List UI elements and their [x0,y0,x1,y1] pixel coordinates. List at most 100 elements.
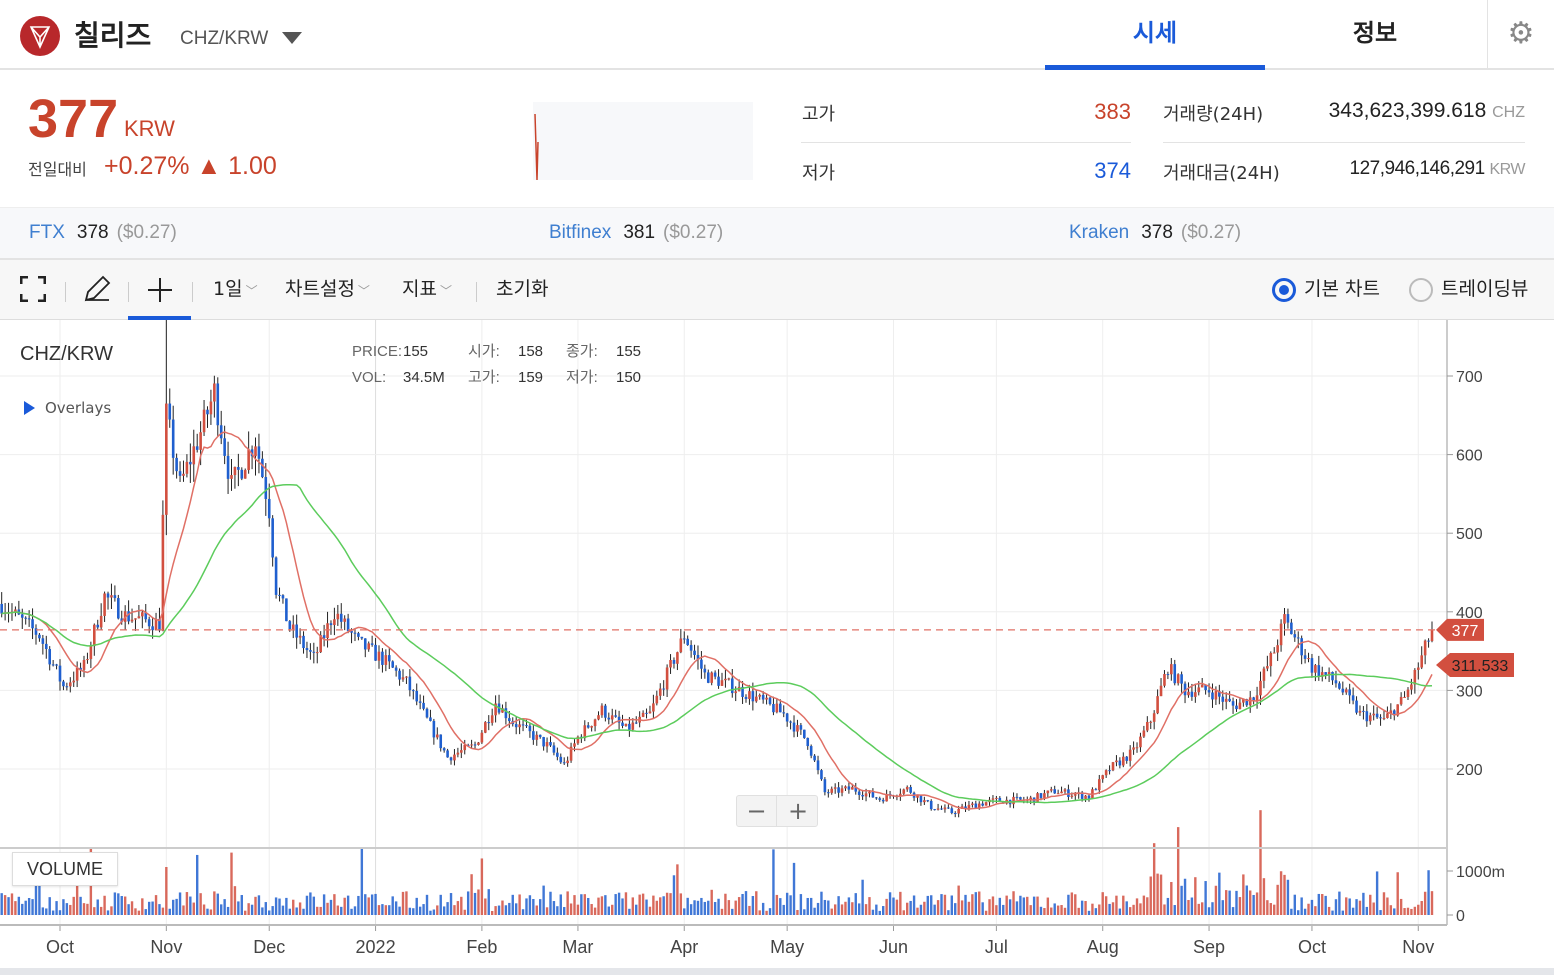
volume-bar [960,900,964,915]
volume-bar [1303,908,1307,915]
candle-body [741,686,744,697]
volume-bar [41,907,45,915]
volume-bar [1283,874,1286,915]
candle-body [106,593,110,598]
interval-dropdown[interactable]: 1일 ﹀ [213,278,258,300]
crosshair-button[interactable] [128,260,191,320]
candle-body [984,802,988,806]
tradingview-label[interactable]: 트레이딩뷰 [1441,278,1529,300]
horizontal-scrollbar[interactable] [0,968,1554,975]
candle-body [1176,674,1180,684]
x-tick-label: Apr [670,937,698,957]
volume-bar [755,891,758,915]
volume-bar [991,896,995,915]
volume-bar [1135,898,1139,915]
basic-chart-label[interactable]: 기본 차트 [1304,278,1380,300]
zoom-in-button[interactable]: + [787,797,809,825]
candle-body [1087,795,1091,799]
candle-body [1197,687,1201,693]
candle-body [171,419,175,458]
candle-body [161,514,165,631]
volume-bar [65,903,69,915]
volume-bar [1314,906,1317,915]
gear-icon[interactable]: ⚙ [1487,0,1554,68]
volume-bar [1338,891,1341,915]
volume-bar [964,894,967,915]
volume-bar [1152,843,1156,915]
volume-bar [614,894,617,915]
candle-body [1159,685,1163,697]
candle-body [466,744,470,746]
volume-bar [1245,885,1248,915]
candle-body [264,477,268,499]
candle-body [38,634,41,639]
candle-body [1146,721,1149,731]
tab-price[interactable]: 시세 [1045,0,1265,70]
candle-body [940,808,943,810]
volume-bar [1273,904,1276,915]
candle-body [1152,713,1156,722]
y-tick-label: 300 [1456,683,1483,700]
candle-body [418,701,422,703]
candle-body [768,697,772,704]
candle-body [803,729,806,738]
x-tick-label: Sep [1193,937,1225,957]
candle-body [830,788,834,793]
volume-bar [1417,904,1420,915]
volume-bar [34,882,38,915]
volume-bar [720,908,724,915]
volume-bar [902,910,905,915]
volume-bar [1183,878,1187,915]
volume-bar [123,896,127,915]
price-chart[interactable]: Oct Nov Dec 2022 Feb Mar Apr May Jun Jul Aug Sep Oct… [0,320,1554,968]
ohlc-legend: PRICE: 155 시가: 158 종가: 155 VOL: 34.5M 고가: 159… [352,343,641,386]
volume-bar [442,906,446,915]
volume-bar [984,910,988,915]
candle-body [1207,690,1211,693]
y-tick-label: 700 [1456,369,1483,386]
candle-body [652,703,655,712]
candle-body [1104,770,1108,776]
volume-bar [906,902,909,915]
volume-bar [792,862,796,915]
candle-body [1341,688,1345,693]
tradingview-radio[interactable] [1409,278,1433,302]
candle-body [1070,795,1074,797]
tab-info[interactable]: 정보 [1352,19,1398,47]
overlays-toggle[interactable]: Overlays [45,399,111,417]
volume-bar [923,901,926,915]
candle-body [51,664,55,666]
exchange-ftx: FTX 378 ($0.27) [29,222,177,243]
volume-bar [1399,898,1403,915]
candle-body [724,678,727,681]
pencil-icon[interactable] [83,275,111,308]
volume-bar [1420,900,1423,915]
candle-body [422,702,425,709]
header: 칠리즈 CHZ/KRW 시세 정보 ⚙ [0,0,1554,70]
candle-body [1218,691,1221,697]
volume-bar [930,895,933,915]
volume-bar [1194,877,1197,915]
overlays-triangle-icon[interactable] [24,401,35,415]
candle-body [607,717,611,720]
volume-bar [1324,895,1327,915]
volume-bar [1015,901,1019,915]
basic-chart-radio[interactable] [1272,278,1296,302]
chart-settings-dropdown[interactable]: 차트설정 ﹀ [285,278,370,300]
volume-bar [662,896,665,915]
volume-bar [1300,897,1303,915]
candle-body [394,667,398,671]
coin-dropdown-icon[interactable] [282,32,302,44]
candle-body [1073,794,1077,796]
candle-body [353,632,357,634]
volume-bar [875,904,878,915]
svg-text:159: 159 [518,369,543,386]
candle-body [686,638,689,646]
candle-body [1279,623,1283,646]
fullscreen-icon[interactable] [19,275,47,307]
reset-button[interactable]: 초기화 [496,278,549,300]
zoom-out-button[interactable]: − [737,796,777,826]
indicators-dropdown[interactable]: 지표 ﹀ [402,278,452,300]
candle-body [1420,655,1424,668]
candle-body [971,803,974,805]
